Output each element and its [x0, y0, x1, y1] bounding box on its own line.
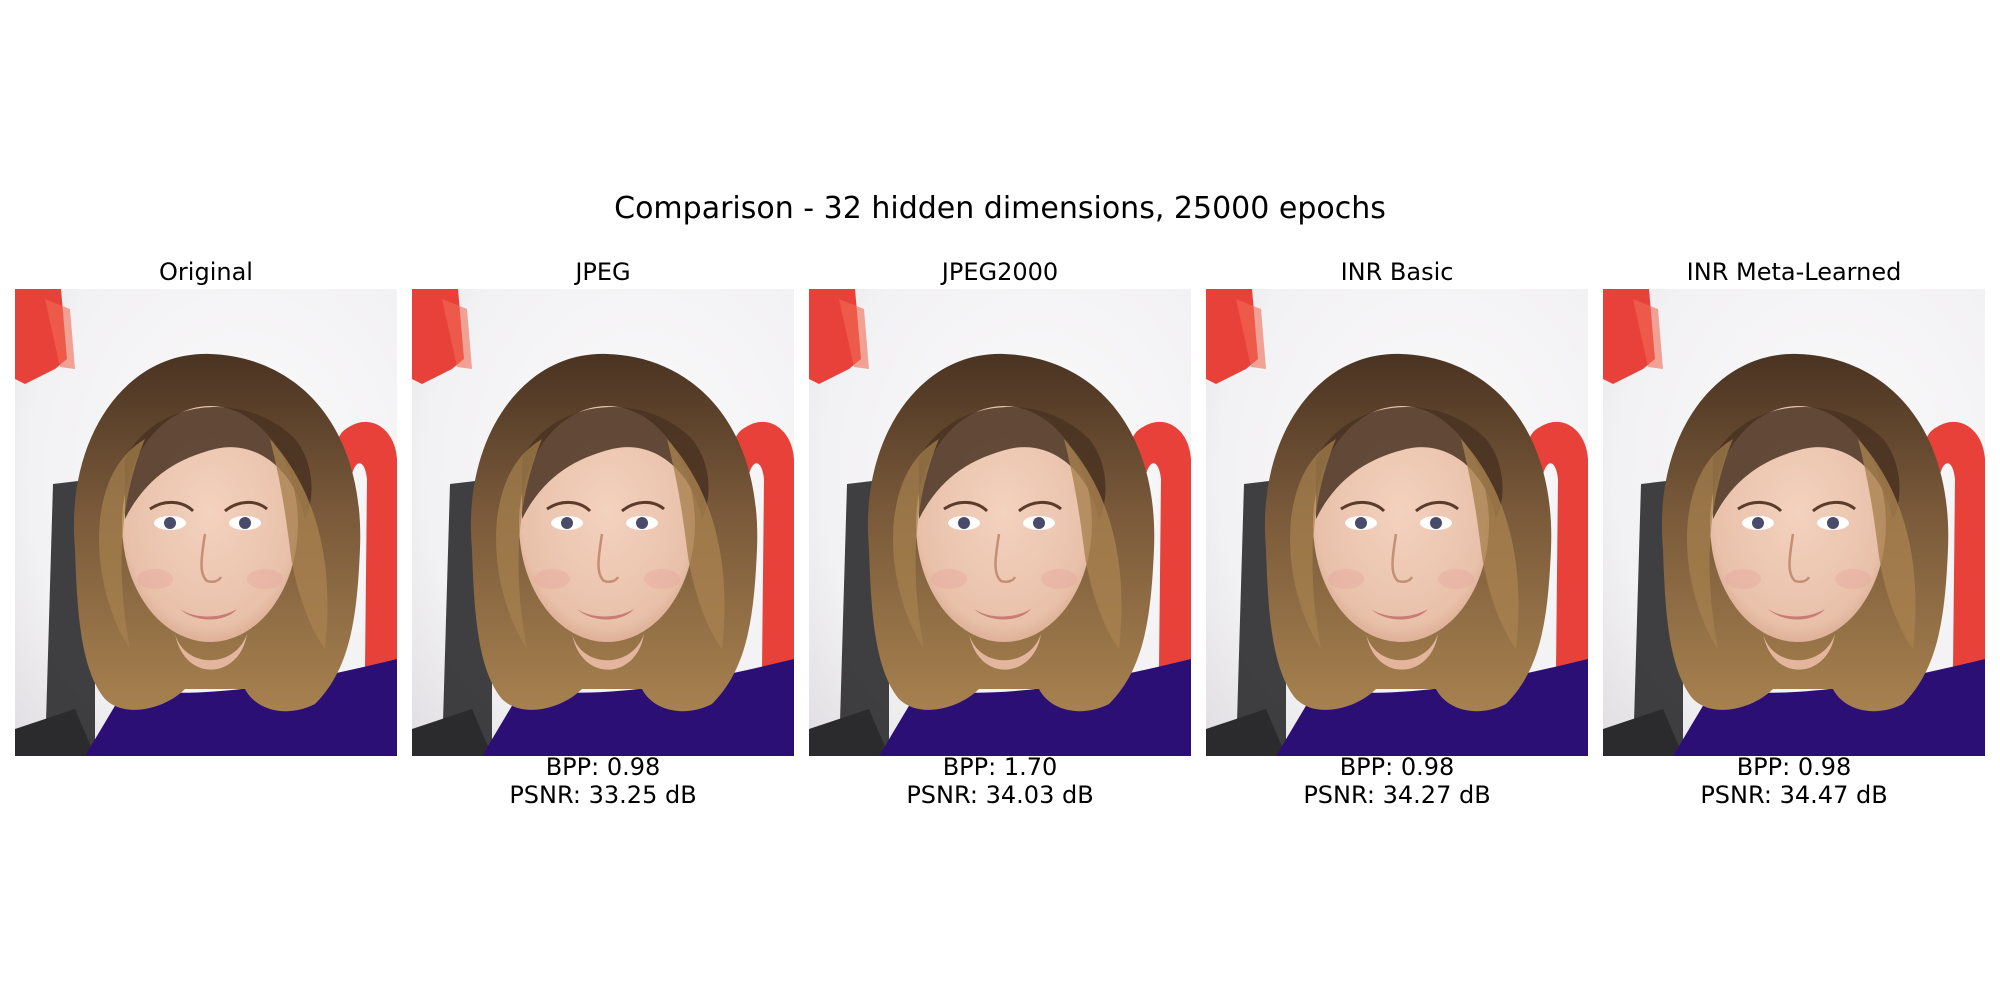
portrait-image — [15, 289, 397, 756]
panel-title: Original — [159, 258, 253, 286]
portrait-illustration — [1603, 289, 1985, 756]
psnr-metric: PSNR: 34.27 dB — [1303, 781, 1491, 809]
figure-title: Comparison - 32 hidden dimensions, 25000… — [614, 191, 1386, 226]
portrait-illustration — [809, 289, 1191, 756]
panel-original: Original — [15, 0, 397, 1000]
panel-title: INR Basic — [1340, 258, 1454, 286]
panel-inr-basic: INR Basic — [1206, 0, 1588, 1000]
portrait-image — [1603, 289, 1985, 756]
portrait-illustration — [1206, 289, 1588, 756]
bpp-metric: BPP: 0.98 — [1736, 753, 1852, 781]
bpp-metric: BPP: 0.98 — [1339, 753, 1455, 781]
panel-jpeg: JPEG — [412, 0, 794, 1000]
panel-title: INR Meta-Learned — [1686, 258, 1902, 286]
portrait-illustration — [412, 289, 794, 756]
portrait-image — [1206, 289, 1588, 756]
bpp-metric: BPP: 1.70 — [942, 753, 1058, 781]
psnr-metric: PSNR: 34.47 dB — [1700, 781, 1888, 809]
panel-inr-meta-learned: INR Meta-Learned — [1603, 0, 1985, 1000]
portrait-illustration — [15, 289, 397, 756]
panel-title: JPEG2000 — [941, 258, 1059, 286]
bpp-metric: BPP: 0.98 — [545, 753, 661, 781]
psnr-metric: PSNR: 34.03 dB — [906, 781, 1094, 809]
portrait-image — [809, 289, 1191, 756]
panel-jpeg2000: JPEG2000 — [809, 0, 1191, 1000]
panel-title: JPEG — [575, 258, 631, 286]
psnr-metric: PSNR: 33.25 dB — [509, 781, 697, 809]
portrait-image — [412, 289, 794, 756]
